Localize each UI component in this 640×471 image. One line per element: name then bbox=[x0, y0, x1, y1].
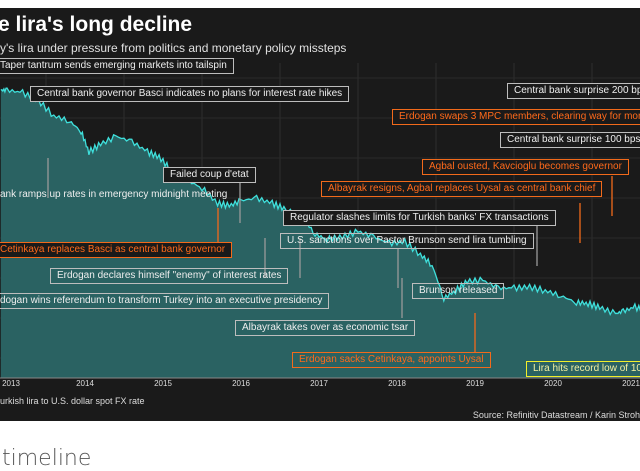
annotation-failed-coup: Failed coup d'etat bbox=[163, 167, 256, 183]
annotation-mpc-swap: Erdogan swaps 3 MPC members, clearing wa… bbox=[392, 109, 640, 125]
annotation-basci-no-hikes: Central bank governor Basci indicates no… bbox=[30, 86, 350, 102]
annotation-fx-limits: Regulator slashes limits for Turkish ban… bbox=[283, 210, 556, 226]
x-axis-label: urkish lira to U.S. dollar spot FX rate bbox=[0, 396, 145, 406]
chart-subtitle: y's lira under pressure from politics an… bbox=[0, 41, 347, 55]
x-tick-label: 2013 bbox=[2, 379, 20, 388]
annotation-referendum: dogan wins referendum to transform Turke… bbox=[0, 293, 330, 309]
annotation-albayrak-resigns: Albayrak resigns, Agbal replaces Uysal a… bbox=[321, 181, 603, 197]
x-tick-label: 2016 bbox=[232, 379, 250, 388]
series-line bbox=[0, 87, 640, 317]
annotation-cetinkaya-sacked: Erdogan sacks Cetinkaya, appoints Uysal bbox=[292, 352, 491, 368]
annotation-brunson-released: Brunson released bbox=[412, 283, 505, 299]
annotation-record-low: Lira hits record low of 10.2 bbox=[526, 361, 640, 377]
x-tick-label: 2020 bbox=[544, 379, 562, 388]
annotation-taper-tantrum: Taper tantrum sends emerging markets int… bbox=[0, 58, 234, 74]
x-tick-label: 2019 bbox=[466, 379, 484, 388]
source-credit: Source: Refinitiv Datastream / Karin Str… bbox=[472, 410, 640, 420]
chart-title: e lira's long decline bbox=[0, 13, 193, 36]
annotation-100bps-cut: Central bank surprise 100 bps cu bbox=[500, 132, 640, 148]
x-tick-label: 2014 bbox=[76, 379, 94, 388]
x-tick-label: 2017 bbox=[310, 379, 328, 388]
x-tick-label: 2021 bbox=[622, 379, 640, 388]
annotation-enemy-of-rates: Erdogan declares himself "enemy" of inte… bbox=[50, 268, 289, 284]
chart-panel: e lira's long decline y's lira under pre… bbox=[0, 8, 640, 421]
caption-timeline: timeline bbox=[2, 446, 92, 471]
annotation-cetinkaya-replaces-basci: Cetinkaya replaces Basci as central bank… bbox=[0, 242, 233, 258]
annotation-brunson-sanctions: U.S. sanctions over Pastor Brunson send … bbox=[280, 233, 534, 249]
annotation-albayrak-tsar: Albayrak takes over as economic tsar bbox=[235, 320, 416, 336]
annotation-emergency-meeting: ank ramps up rates in emergency midnight… bbox=[0, 189, 228, 200]
x-tick-label: 2018 bbox=[388, 379, 406, 388]
annotation-200bps-cut: Central bank surprise 200 bps c bbox=[507, 83, 640, 99]
annotation-agbal-ousted: Agbal ousted, Kavcioglu becomes governor bbox=[422, 159, 629, 175]
x-tick-label: 2015 bbox=[154, 379, 172, 388]
